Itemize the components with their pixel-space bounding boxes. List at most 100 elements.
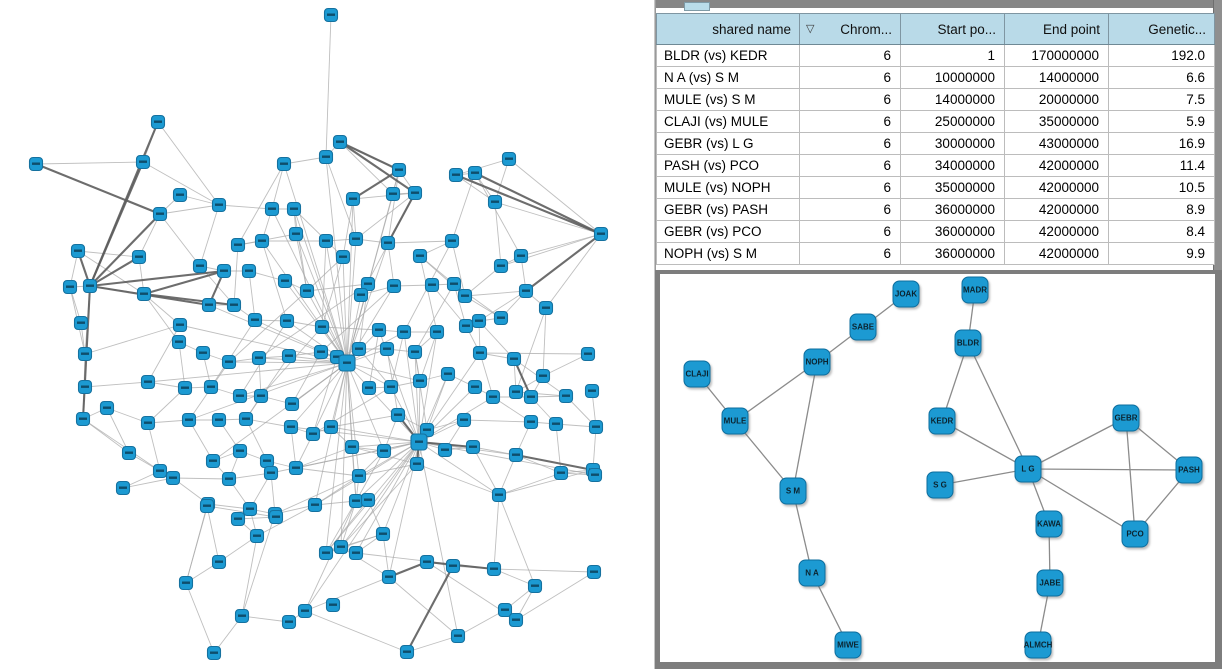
cell-value[interactable]: 192.0: [1108, 44, 1215, 67]
cell-value[interactable]: 11.4: [1108, 154, 1215, 177]
table-row[interactable]: GEBR (vs) PCO 6 36000000 42000000 8.4: [656, 220, 1215, 243]
table-row[interactable]: CLAJI (vs) MULE 6 25000000 35000000 5.9: [656, 110, 1215, 133]
detail-node-pash[interactable]: PASH: [1175, 456, 1203, 484]
cell-value[interactable]: 25000000: [900, 110, 1005, 133]
cell-value[interactable]: 43000000: [1004, 132, 1109, 155]
column-header-3[interactable]: End point: [1004, 13, 1109, 45]
cell-value[interactable]: 6: [799, 176, 901, 199]
detail-node-gebr[interactable]: GEBR: [1112, 404, 1140, 432]
overview-node-label: [176, 323, 184, 326]
table-row[interactable]: GEBR (vs) PASH 6 36000000 42000000 8.9: [656, 198, 1215, 221]
cell-shared-name[interactable]: BLDR (vs) KEDR: [656, 44, 800, 67]
table-row[interactable]: BLDR (vs) KEDR 6 1 170000000 192.0: [656, 44, 1215, 67]
cell-value[interactable]: 20000000: [1004, 88, 1109, 111]
cell-value[interactable]: 6.6: [1108, 66, 1215, 89]
cell-value[interactable]: 7.5: [1108, 88, 1215, 111]
cell-value[interactable]: 35000000: [900, 176, 1005, 199]
cell-value[interactable]: 8.4: [1108, 220, 1215, 243]
cell-value[interactable]: 6: [799, 66, 901, 89]
cell-value[interactable]: 14000000: [900, 88, 1005, 111]
overview-node-label: [471, 385, 479, 388]
detail-node-mule[interactable]: MULE: [721, 407, 749, 435]
cell-value[interactable]: 36000000: [900, 198, 1005, 221]
cell-shared-name[interactable]: GEBR (vs) PCO: [656, 220, 800, 243]
cell-value[interactable]: 6: [799, 154, 901, 177]
detail-node-s-m[interactable]: S M: [779, 477, 807, 505]
cell-value[interactable]: 36000000: [900, 220, 1005, 243]
column-header-1[interactable]: ▽ Chrom...: [799, 13, 901, 45]
overview-node-label: [380, 449, 388, 452]
cell-shared-name[interactable]: NOPH (vs) S M: [656, 242, 800, 265]
cell-value[interactable]: 42000000: [1004, 220, 1109, 243]
cell-shared-name[interactable]: N A (vs) S M: [656, 66, 800, 89]
cell-value[interactable]: 36000000: [900, 242, 1005, 265]
overview-node-label: [522, 289, 530, 292]
cell-value[interactable]: 10000000: [900, 66, 1005, 89]
cell-value[interactable]: 5.9: [1108, 110, 1215, 133]
detail-node-madr[interactable]: MADR: [961, 276, 989, 304]
cell-value[interactable]: 6: [799, 44, 901, 67]
column-header-0[interactable]: shared name: [656, 13, 800, 45]
detail-node-s-g[interactable]: S G: [926, 471, 954, 499]
overview-node-label: [433, 330, 441, 333]
table-row[interactable]: MULE (vs) NOPH 6 35000000 42000000 10.5: [656, 176, 1215, 199]
cell-shared-name[interactable]: MULE (vs) S M: [656, 88, 800, 111]
cell-value[interactable]: 6: [799, 132, 901, 155]
overview-node-label: [584, 352, 592, 355]
cell-shared-name[interactable]: PASH (vs) PCO: [656, 154, 800, 177]
cell-value[interactable]: 9.9: [1108, 242, 1215, 265]
cell-value[interactable]: 170000000: [1004, 44, 1109, 67]
overview-network-canvas[interactable]: [0, 0, 654, 669]
cell-value[interactable]: 42000000: [1004, 176, 1109, 199]
detail-node-miwe[interactable]: MIWE: [834, 631, 862, 659]
overview-node-label: [491, 200, 499, 203]
cell-value[interactable]: 6: [799, 242, 901, 265]
detail-node-almch[interactable]: ALMCH: [1024, 631, 1052, 659]
detail-node-noph[interactable]: NOPH: [803, 348, 831, 376]
detail-node-kawa[interactable]: KAWA: [1035, 510, 1063, 538]
table-row[interactable]: N A (vs) S M 6 10000000 14000000 6.6: [656, 66, 1215, 89]
cell-shared-name[interactable]: GEBR (vs) PASH: [656, 198, 800, 221]
overview-node-label: [497, 264, 505, 267]
cell-value[interactable]: 14000000: [1004, 66, 1109, 89]
cell-value[interactable]: 42000000: [1004, 154, 1109, 177]
cell-value[interactable]: 1: [900, 44, 1005, 67]
table-row[interactable]: NOPH (vs) S M 6 36000000 42000000 9.9: [656, 242, 1215, 265]
detail-network-canvas[interactable]: JOAK SABE NOPH CLAJI MULE S M N A MIWE MADR BLDR K…: [660, 274, 1215, 662]
detail-node-claji[interactable]: CLAJI: [683, 360, 711, 388]
column-header-2[interactable]: Start po...: [900, 13, 1005, 45]
cell-shared-name[interactable]: MULE (vs) NOPH: [656, 176, 800, 199]
detail-node-pco[interactable]: PCO: [1121, 520, 1149, 548]
cell-value[interactable]: 16.9: [1108, 132, 1215, 155]
cell-shared-name[interactable]: CLAJI (vs) MULE: [656, 110, 800, 133]
overview-node-label: [355, 474, 363, 477]
cell-value[interactable]: 6: [799, 198, 901, 221]
overview-node-label: [234, 243, 242, 246]
cell-value[interactable]: 6: [799, 88, 901, 111]
overview-node-label: [242, 417, 250, 420]
detail-node-jabe[interactable]: JABE: [1036, 569, 1064, 597]
column-header-4[interactable]: Genetic...: [1108, 13, 1215, 45]
cell-value[interactable]: 30000000: [900, 132, 1005, 155]
detail-node-kedr[interactable]: KEDR: [928, 407, 956, 435]
detail-node-bldr[interactable]: BLDR: [954, 329, 982, 357]
detail-node-sabe[interactable]: SABE: [849, 313, 877, 341]
table-row[interactable]: PASH (vs) PCO 6 34000000 42000000 11.4: [656, 154, 1215, 177]
cell-value[interactable]: 42000000: [1004, 198, 1109, 221]
cell-value[interactable]: 10.5: [1108, 176, 1215, 199]
overview-node-label: [322, 239, 330, 242]
cell-value[interactable]: 34000000: [900, 154, 1005, 177]
table-row[interactable]: MULE (vs) S M 6 14000000 20000000 7.5: [656, 88, 1215, 111]
detail-node-n-a[interactable]: N A: [798, 559, 826, 587]
detail-node-joak[interactable]: JOAK: [892, 280, 920, 308]
table-row[interactable]: GEBR (vs) L G 6 30000000 43000000 16.9: [656, 132, 1215, 155]
cell-value[interactable]: 42000000: [1004, 242, 1109, 265]
cell-value[interactable]: 6: [799, 220, 901, 243]
detail-node-l-g[interactable]: L G: [1014, 455, 1042, 483]
cell-value[interactable]: 6: [799, 110, 901, 133]
cell-shared-name[interactable]: GEBR (vs) L G: [656, 132, 800, 155]
cell-value[interactable]: 35000000: [1004, 110, 1109, 133]
table-mini-tab[interactable]: [684, 2, 710, 11]
cell-value[interactable]: 8.9: [1108, 198, 1215, 221]
filter-icon[interactable]: ▽: [806, 22, 815, 35]
